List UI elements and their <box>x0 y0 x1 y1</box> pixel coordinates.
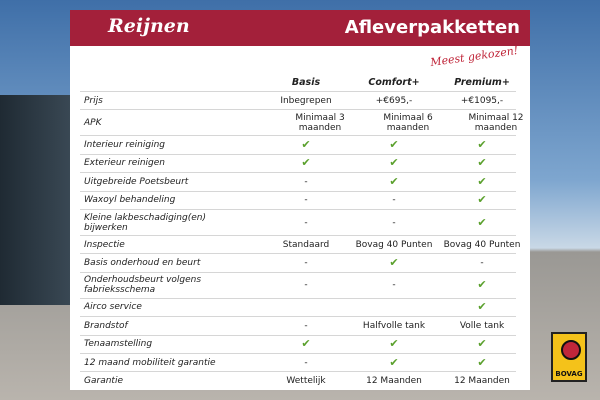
check-icon: ✔ <box>389 355 399 369</box>
check-icon: ✔ <box>477 193 487 207</box>
row-label: Prijs <box>84 95 103 106</box>
cell-text: Wettelijk <box>286 376 326 387</box>
cell-text: Bovag 40 Punten <box>355 239 433 250</box>
cell-text: - <box>304 258 308 269</box>
table-row: Inspectie Standaard Bovag 40 Punten Bovag 4… <box>80 235 520 253</box>
table-row: Interieur reiniging ✔ ✔ ✔ <box>80 135 516 153</box>
check-icon: ✔ <box>301 156 311 170</box>
cell-text: Minimaal 6 maanden <box>383 112 433 133</box>
cell-text: Minimaal 3 maanden <box>295 112 345 133</box>
cell-text: - <box>480 258 484 269</box>
cell-text: Volle tank <box>459 320 505 331</box>
column-header: Comfort+ <box>368 77 420 88</box>
cell-text: - <box>304 357 308 368</box>
cell-text: - <box>304 320 308 331</box>
cell-text: - <box>392 217 396 228</box>
table-row: Brandstof - Halfvolle tank Volle tank <box>80 316 516 334</box>
cell-text: - <box>304 195 308 206</box>
cell-text: - <box>392 280 396 291</box>
cell-text: Bovag 40 Punten <box>443 239 521 250</box>
table-row: Prijs Inbegrepen +€695,- +€1095,- <box>80 91 516 109</box>
row-label: Waxoyl behandeling <box>84 195 176 206</box>
badge-text: BOVAG <box>555 370 583 378</box>
row-label: APK <box>84 117 102 128</box>
table-row: Exterieur reinigen ✔ ✔ ✔ <box>80 153 516 172</box>
check-icon: ✔ <box>477 337 487 351</box>
row-label: Kleine lakbeschadiging(en) bijwerken <box>84 212 206 233</box>
check-icon: ✔ <box>301 337 311 351</box>
row-label: Tenaamstelling <box>84 339 153 350</box>
check-icon: ✔ <box>389 256 399 270</box>
cell-text: - <box>392 195 396 206</box>
row-label: Inspectie <box>84 239 125 250</box>
table-row: Kleine lakbeschadiging(en) bijwerken - - ✔ <box>80 209 516 235</box>
check-icon: ✔ <box>477 355 487 369</box>
table-row: Garantie Wettelijk 12 Maanden 12 Maanden <box>80 371 516 389</box>
row-label: 12 maand mobiliteit garantie <box>84 357 216 368</box>
cell-text: Halfvolle tank <box>362 320 426 331</box>
cell-text: - <box>304 176 308 187</box>
table-row: Airco service ✔ <box>80 297 516 316</box>
cell-text: - <box>304 280 308 291</box>
cell-text: 12 Maanden <box>454 376 510 387</box>
table-row: Tenaamstelling ✔ ✔ ✔ <box>80 334 516 353</box>
row-label: Basis onderhoud en beurt <box>84 258 201 269</box>
check-icon: ✔ <box>477 174 487 188</box>
check-icon: ✔ <box>477 215 487 229</box>
check-icon: ✔ <box>477 278 487 292</box>
cell-text: +€1095,- <box>460 95 504 106</box>
check-icon: ✔ <box>389 337 399 351</box>
table-row: Uitgebreide Poetsbeurt - ✔ ✔ <box>80 172 516 190</box>
check-icon: ✔ <box>389 156 399 170</box>
table-row: APK Minimaal 3 maanden Minimaal 6 maanden M… <box>80 109 524 135</box>
bovag-badge: BOVAG <box>551 332 587 382</box>
cell-text <box>350 299 438 316</box>
table-row: Waxoyl behandeling - - ✔ <box>80 190 516 209</box>
annotation: Meest gekozen! <box>429 43 519 70</box>
table-row: 12 maand mobiliteit garantie - ✔ ✔ <box>80 353 516 371</box>
cell-text: Standaard <box>282 239 330 250</box>
row-label: Garantie <box>84 376 123 387</box>
row-label: Uitgebreide Poetsbeurt <box>84 176 189 187</box>
table-row: Basis onderhoud en beurt - ✔ - <box>80 253 516 271</box>
row-label: Brandstof <box>84 320 128 331</box>
cell-text: Minimaal 12 maanden <box>468 112 524 133</box>
row-label: Onderhoudsbeurt volgens fabrieksschema <box>84 275 202 296</box>
row-label: Airco service <box>84 302 142 313</box>
title: Afleverpakketten <box>344 17 520 38</box>
cell-text: Inbegrepen <box>280 95 332 106</box>
cell-text: +€695,- <box>375 95 413 106</box>
cell-text: - <box>304 217 308 228</box>
logo: Reijnen <box>108 15 190 37</box>
column-header: Premium+ <box>454 77 510 88</box>
row-label: Exterieur reinigen <box>84 158 165 169</box>
table-row: Onderhoudsbeurt volgens fabrieksschema - -… <box>80 271 516 298</box>
check-icon: ✔ <box>477 156 487 170</box>
check-icon: ✔ <box>301 138 311 152</box>
cell-text: 12 Maanden <box>366 376 422 387</box>
cell-text <box>262 299 350 316</box>
check-icon: ✔ <box>477 138 487 152</box>
background-building <box>0 95 75 305</box>
column-header: Basis <box>291 77 321 88</box>
header-bar: Reijnen Afleverpakketten <box>70 10 530 46</box>
package-card: Reijnen Afleverpakketten Meest gekozen! … <box>70 10 530 390</box>
check-icon: ✔ <box>389 174 399 188</box>
row-label: Interieur reiniging <box>84 140 165 151</box>
check-icon: ✔ <box>477 300 487 314</box>
check-icon: ✔ <box>389 138 399 152</box>
